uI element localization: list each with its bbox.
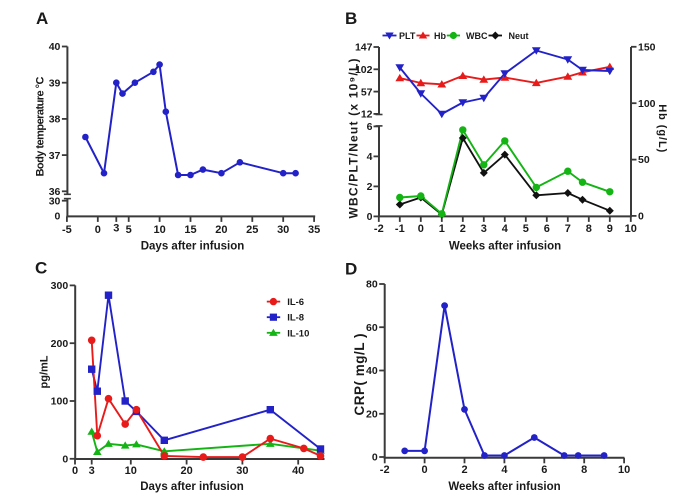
svg-text:Body temperature °C: Body temperature °C (35, 76, 47, 176)
svg-text:pg/mL: pg/mL (39, 355, 51, 388)
svg-text:IL-6: IL-6 (287, 297, 304, 308)
svg-text:4: 4 (502, 223, 509, 235)
svg-text:100: 100 (51, 396, 69, 408)
svg-text:20: 20 (215, 224, 227, 236)
svg-text:1: 1 (439, 223, 445, 235)
svg-text:4: 4 (501, 464, 508, 476)
svg-text:8: 8 (581, 464, 587, 476)
svg-text:10: 10 (153, 224, 165, 236)
svg-text:Neut: Neut (509, 31, 529, 41)
svg-text:10: 10 (618, 464, 630, 476)
svg-text:9: 9 (607, 223, 613, 235)
svg-text:0: 0 (638, 211, 644, 223)
svg-text:36: 36 (49, 186, 61, 198)
svg-text:6: 6 (367, 121, 373, 133)
svg-text:80: 80 (366, 279, 378, 291)
svg-text:-1: -1 (395, 223, 405, 235)
svg-text:Weeks after infusion: Weeks after infusion (448, 481, 560, 493)
svg-text:IL-8: IL-8 (287, 313, 304, 324)
svg-text:0: 0 (418, 223, 424, 235)
svg-text:WBC/PLT/Neut (x 10⁹/L): WBC/PLT/Neut (x 10⁹/L) (347, 59, 361, 219)
svg-text:20: 20 (180, 465, 192, 477)
svg-text:5: 5 (126, 224, 132, 236)
svg-text:30: 30 (236, 465, 248, 477)
svg-text:60: 60 (366, 322, 378, 334)
svg-text:0: 0 (62, 454, 68, 466)
svg-text:IL-10: IL-10 (287, 328, 309, 339)
svg-text:10: 10 (125, 465, 137, 477)
svg-text:50: 50 (638, 154, 650, 166)
svg-text:0: 0 (55, 211, 61, 223)
svg-text:150: 150 (638, 42, 656, 54)
svg-text:0: 0 (367, 211, 373, 223)
svg-text:30: 30 (49, 195, 61, 207)
svg-text:PLT: PLT (399, 31, 416, 41)
svg-text:15: 15 (184, 224, 196, 236)
svg-text:200: 200 (51, 338, 69, 350)
svg-text:C: C (35, 259, 47, 278)
svg-text:3: 3 (113, 223, 119, 235)
svg-text:WBC: WBC (466, 31, 488, 41)
svg-text:CRP( mg/L ): CRP( mg/L ) (352, 334, 367, 416)
svg-text:40: 40 (49, 41, 61, 53)
svg-text:Hb (g/L): Hb (g/L) (656, 104, 668, 152)
svg-text:-2: -2 (374, 223, 384, 235)
svg-text:6: 6 (541, 464, 547, 476)
svg-text:Days after infusion: Days after infusion (141, 240, 245, 252)
svg-text:A: A (36, 9, 48, 28)
svg-text:3: 3 (89, 465, 95, 477)
svg-text:-5: -5 (62, 224, 72, 236)
svg-text:Hb: Hb (434, 31, 446, 41)
svg-text:0: 0 (95, 224, 101, 236)
svg-text:Days after infusion: Days after infusion (140, 481, 244, 493)
svg-text:102: 102 (355, 64, 373, 76)
svg-text:37: 37 (49, 150, 61, 162)
svg-text:12: 12 (361, 109, 373, 121)
svg-text:57: 57 (361, 86, 373, 98)
svg-text:40: 40 (292, 465, 304, 477)
svg-text:35: 35 (308, 224, 320, 236)
svg-text:0: 0 (72, 465, 78, 477)
svg-text:147: 147 (355, 42, 373, 54)
svg-text:10: 10 (625, 223, 637, 235)
svg-text:0: 0 (372, 452, 378, 464)
svg-text:2: 2 (460, 223, 466, 235)
svg-text:39: 39 (49, 77, 61, 89)
svg-text:B: B (345, 9, 357, 28)
svg-text:5: 5 (523, 223, 529, 235)
svg-text:2: 2 (367, 181, 373, 193)
svg-text:6: 6 (544, 223, 550, 235)
svg-text:Weeks after infusion: Weeks after infusion (449, 240, 561, 252)
svg-text:40: 40 (366, 365, 378, 377)
svg-text:2: 2 (461, 464, 467, 476)
svg-text:3: 3 (481, 223, 487, 235)
svg-text:8: 8 (586, 223, 592, 235)
svg-text:7: 7 (565, 223, 571, 235)
svg-text:20: 20 (366, 408, 378, 420)
svg-text:D: D (345, 260, 357, 279)
svg-text:300: 300 (51, 280, 69, 292)
svg-text:4: 4 (367, 151, 373, 163)
svg-text:-2: -2 (380, 464, 390, 476)
svg-text:25: 25 (246, 224, 258, 236)
svg-text:0: 0 (422, 464, 428, 476)
svg-text:100: 100 (638, 98, 656, 110)
svg-text:38: 38 (49, 114, 61, 126)
svg-text:30: 30 (277, 224, 289, 236)
